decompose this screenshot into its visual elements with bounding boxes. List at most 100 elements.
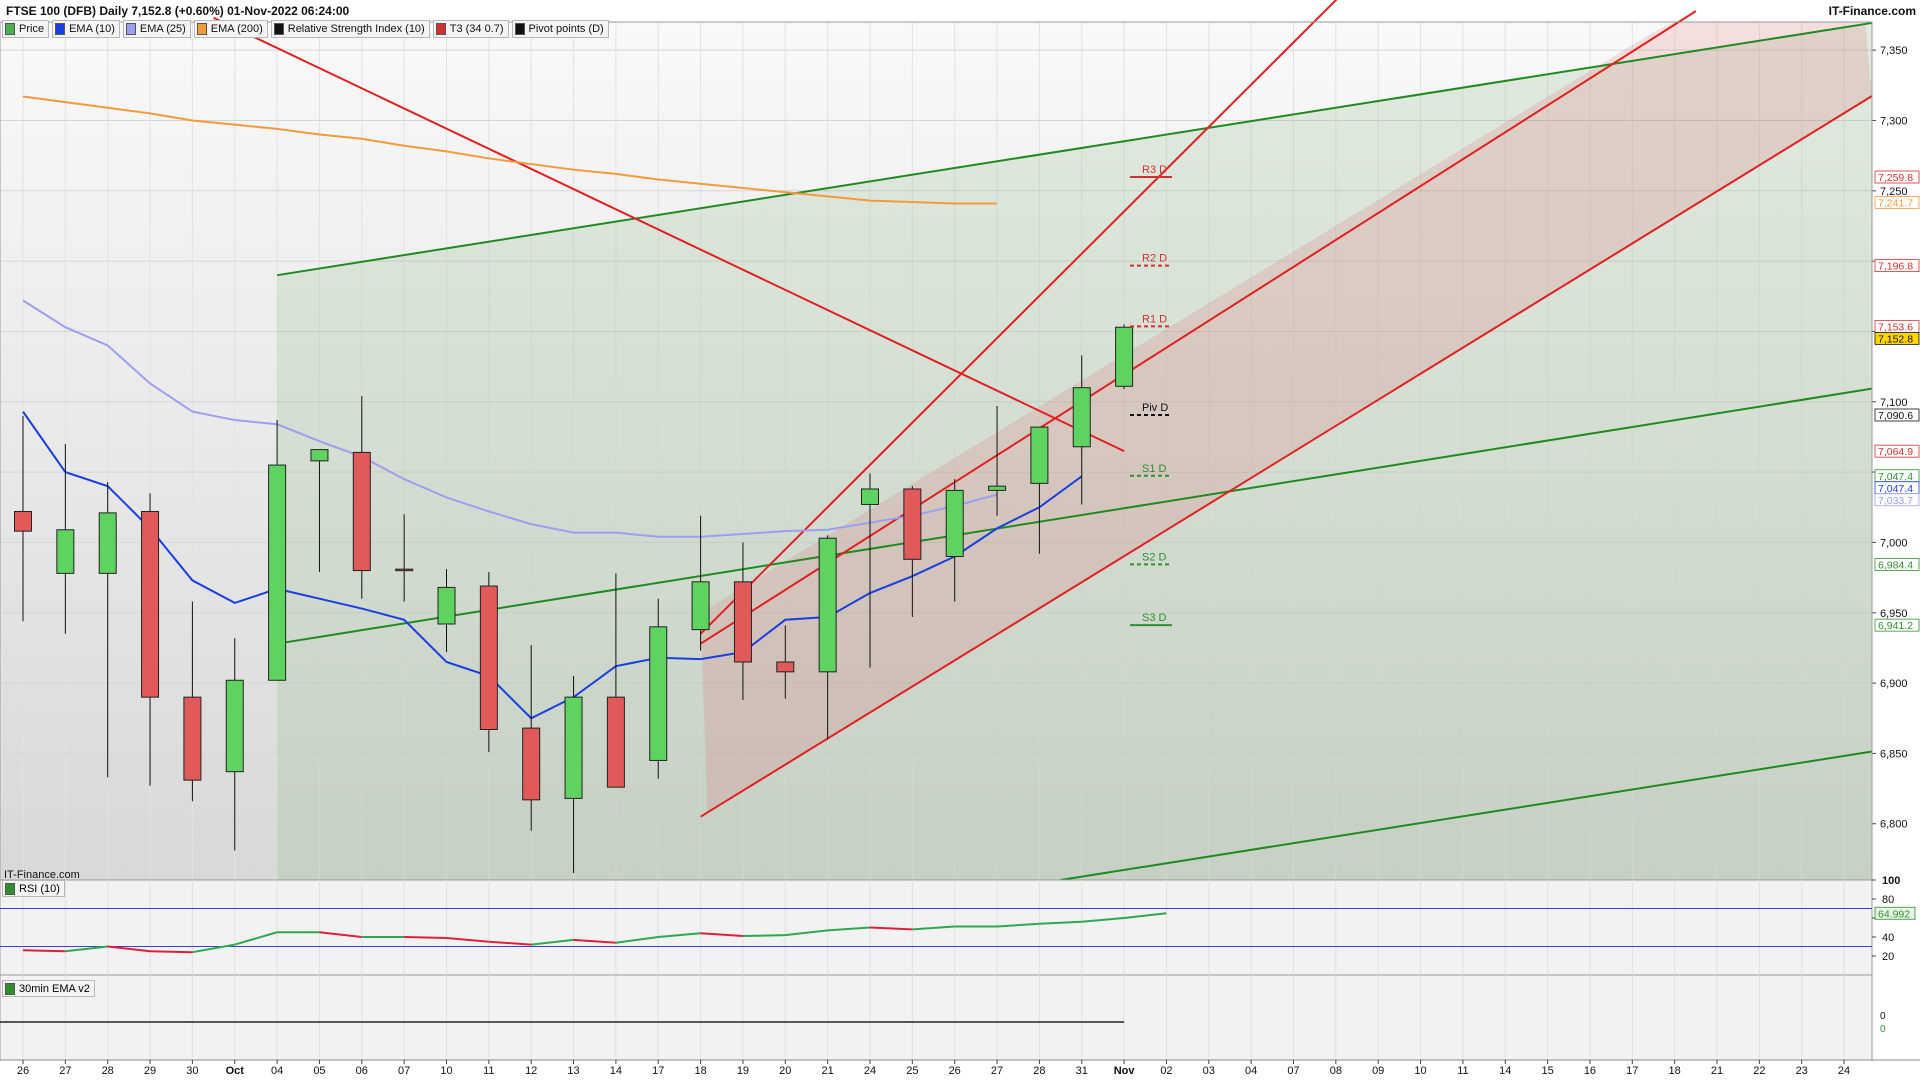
x-tick-label: 08 [1330,1065,1342,1077]
candle-up [1030,426,1049,484]
legend-swatch [5,23,15,35]
price-badge-label: 7,033.7 [1878,495,1913,507]
legend-item[interactable]: T3 (34 0.7) [432,20,509,38]
legend-item[interactable]: Price [2,20,50,38]
candle-down [606,696,625,788]
right-axis-background [1872,22,1920,1060]
x-tick-label: 28 [102,1065,114,1077]
x-tick-label: 18 [1669,1065,1681,1077]
x-tick-label: 19 [737,1065,749,1077]
x-tick-label: 06 [356,1065,368,1077]
candle-up [945,489,964,557]
rsi-segment [319,931,362,938]
candle-down [733,581,752,663]
rsi-segment [912,925,955,931]
y-tick-label: 7,000 [1880,537,1908,549]
chart-title: FTSE 100 (DFB) Daily 7,152.8 (+0.60%) 01… [6,4,350,18]
legend-label: EMA (10) [69,23,115,35]
price-badge [1874,408,1920,422]
rsi-tick-label: 100 [1882,875,1900,887]
price-badge [1874,331,1920,345]
rsi-segment [531,938,574,946]
legend-item[interactable]: EMA (25) [122,20,191,38]
ema200-line [22,95,998,205]
legend-swatch [514,23,525,35]
price-badge [1874,493,1920,507]
legend-item[interactable]: Relative Strength Index (10) [270,20,430,38]
y-tick-label: 6,950 [1880,608,1908,620]
legend-bar: Price EMA (10) EMA (25) EMA (200) Relative S… [2,20,609,38]
ema30-tick-label: 0 [1880,1011,1886,1022]
rsi-panel-label[interactable]: RSI (10) [2,880,65,897]
green-channel-upper-line [276,21,1873,277]
x-tick-label: 17 [652,1065,664,1077]
x-tick-label: 27 [991,1065,1003,1077]
y-tick-label: 6,900 [1880,678,1908,690]
price-badge [1874,618,1920,632]
x-tick-label: 21 [822,1065,834,1077]
x-tick-label: 17 [1626,1065,1638,1077]
rsi-segment [827,926,871,932]
ema30-tick-label: 0 [1880,1024,1886,1035]
x-tick-label: Nov [1114,1065,1136,1077]
brand-watermark-top: IT-Finance.com [1828,4,1916,18]
x-tick-label: 26 [949,1065,961,1077]
x-tick-label: 22 [1753,1065,1765,1077]
price-badge-label: 7,047.4 [1878,471,1913,483]
candle-down [522,727,541,801]
price-badge [1874,196,1920,209]
pivot-label: S2 D [1142,551,1167,563]
rsi-segment [446,936,489,943]
candle-up [649,626,668,761]
x-tick-label: 26 [17,1065,29,1077]
legend-label: T3 (34 0.7) [449,23,504,35]
candle-up [1072,387,1091,448]
candle-up [98,512,117,574]
rsi-segment [1123,912,1167,919]
candle-down [479,585,498,730]
x-tick-label: 21 [1711,1065,1723,1077]
candle-up [818,537,837,673]
legend-item[interactable]: EMA (200) [193,20,268,38]
candle-down [183,696,202,781]
legend-item[interactable]: EMA (10) [52,20,120,38]
price-badge-label: 7,153.6 [1878,321,1913,333]
x-tick-label: 20 [779,1065,791,1077]
x-tick-label: 14 [610,1065,622,1077]
x-tick-label: 24 [1838,1065,1850,1077]
red-channel-lower-line [700,95,1873,818]
x-tick-label: 10 [1414,1065,1426,1077]
rsi-segment [234,931,278,946]
x-tick-label: 25 [906,1065,918,1077]
x-tick-label: 07 [398,1065,410,1077]
price-badge-label: 7,064.9 [1878,446,1913,458]
legend-swatch [435,23,446,35]
legend-item[interactable]: Pivot points (D) [511,20,609,38]
candle-up [988,485,1007,491]
x-tick-label: 18 [694,1065,706,1077]
green-channel-lower-line [1060,750,1873,881]
rsi-last-badge [1874,906,1916,920]
candle-up [861,488,879,505]
legend-swatch [196,23,207,35]
y-tick-label: 6,800 [1880,819,1908,831]
x-tick-label: 23 [1796,1065,1808,1077]
candle-up [691,581,710,631]
pivot-label: R2 D [1142,253,1167,265]
ema10-line [22,411,1083,720]
price-badge-label: 7,259.8 [1878,172,1913,184]
x-tick-label: 16 [1584,1065,1596,1077]
price-badge [1874,557,1920,571]
candle-down [141,510,160,698]
red-descending-line [213,16,1125,453]
legend-label: EMA (25) [139,23,186,35]
x-tick-label: 07 [1287,1065,1299,1077]
price-badge-label: 6,984.4 [1878,559,1913,571]
x-tick-label: 14 [1499,1065,1511,1077]
ema30-panel-background [0,974,1873,1061]
rsi-segment [658,932,701,938]
ema30-panel-label[interactable]: 30min EMA v2 [2,980,95,997]
legend-label: Pivot points (D) [528,23,604,35]
legend-label: EMA (200) [210,23,263,35]
pivot-label: R1 D [1142,313,1167,325]
